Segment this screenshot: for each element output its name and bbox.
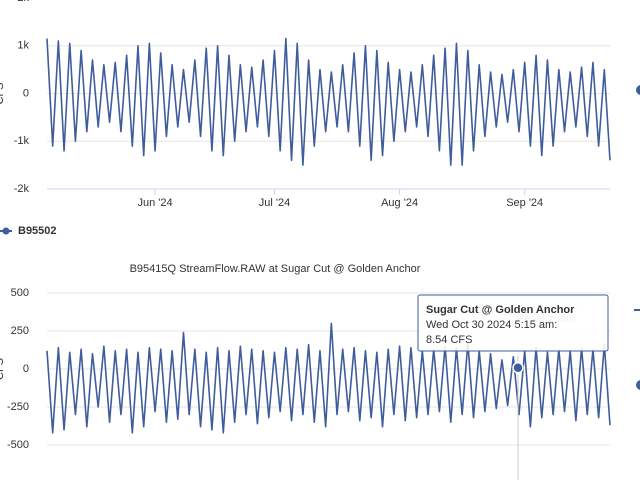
chart-title: B95415Q StreamFlow.RAW at Sugar Cut @ Go… bbox=[130, 263, 421, 275]
x-tick-label: Jul '24 bbox=[259, 197, 290, 209]
legend-edge-dot bbox=[636, 85, 640, 95]
y-tick-label: -2k bbox=[14, 183, 30, 195]
legend-edge-dot bbox=[636, 380, 640, 390]
series-line bbox=[46, 37, 611, 166]
y-axis-label: CFS bbox=[0, 83, 6, 105]
y-axis-label: CFS bbox=[0, 358, 6, 380]
series-line bbox=[46, 322, 611, 434]
y-tick-label: 0 bbox=[23, 87, 29, 99]
legend-item: B95502 bbox=[18, 225, 57, 237]
y-tick-label: 2k bbox=[17, 0, 29, 4]
y-tick-label: 500 bbox=[11, 287, 29, 299]
y-tick-label: 250 bbox=[11, 325, 29, 337]
x-tick-label: Sep '24 bbox=[506, 197, 543, 209]
tooltip-box bbox=[417, 294, 609, 352]
x-tick-label: Aug '24 bbox=[381, 197, 418, 209]
tooltip-title: Sugar Cut @ Golden Anchor bbox=[426, 304, 575, 316]
y-tick-label: 0 bbox=[23, 363, 29, 375]
legend-symbol bbox=[2, 227, 10, 235]
tooltip-value: 8.54 CFS bbox=[426, 334, 472, 346]
y-tick-label: -1k bbox=[14, 135, 30, 147]
hover-point bbox=[512, 361, 524, 374]
y-tick-label: -500 bbox=[7, 439, 29, 451]
x-tick-label: Jun '24 bbox=[137, 197, 172, 209]
y-tick-label: 1k bbox=[17, 40, 29, 52]
tooltip-date: Wed Oct 30 2024 5:15 am: bbox=[426, 319, 557, 331]
y-tick-label: -250 bbox=[7, 401, 29, 413]
